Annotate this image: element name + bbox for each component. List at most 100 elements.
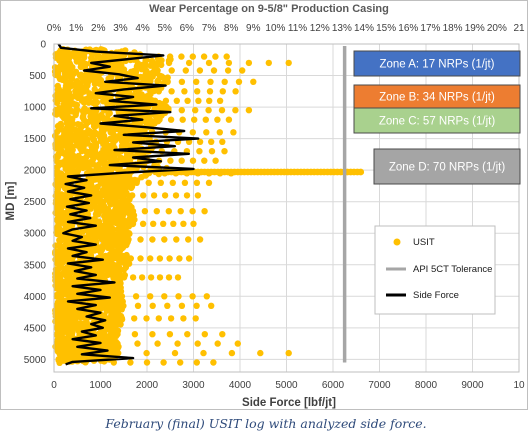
usit-point — [178, 107, 185, 114]
usit-point — [118, 315, 126, 322]
usit-point — [245, 107, 253, 114]
usit-point — [85, 99, 92, 106]
left-tick-label: 0 — [40, 40, 46, 51]
usit-point — [208, 148, 216, 155]
legend-side-force-label: Side Force — [413, 290, 459, 301]
top-tick-label: 4% — [135, 23, 150, 34]
left-tick-label: 4000 — [24, 292, 47, 303]
usit-point — [128, 184, 135, 192]
chart-frame: Wear Percentage on 9-5/8" Production Cas… — [0, 0, 528, 410]
usit-point — [174, 274, 182, 281]
usit-point — [189, 208, 196, 215]
usit-point — [120, 274, 128, 281]
usit-point — [203, 129, 210, 136]
usit-point — [114, 331, 121, 338]
usit-point — [161, 192, 169, 199]
usit-point — [164, 302, 171, 309]
usit-point — [219, 88, 226, 95]
usit-point — [167, 315, 175, 322]
usit-point — [205, 107, 212, 114]
usit-point — [170, 220, 177, 227]
usit-point — [196, 67, 204, 74]
usit-point — [68, 75, 76, 82]
usit-point — [151, 97, 159, 105]
usit-point — [138, 274, 146, 281]
zone-label: Zone B: 34 NRPs (1/jt) — [379, 92, 495, 104]
top-tick-label: 19% — [465, 23, 485, 34]
usit-point — [134, 340, 141, 347]
usit-point — [158, 61, 165, 69]
usit-point — [219, 331, 226, 338]
usit-point — [161, 236, 168, 243]
usit-point — [140, 192, 147, 199]
usit-point — [232, 107, 239, 114]
usit-point — [203, 293, 210, 300]
usit-point — [357, 168, 365, 176]
top-tick-label: 16% — [398, 23, 418, 34]
usit-point — [250, 78, 257, 86]
top-tick-label: 13% — [332, 23, 352, 34]
usit-point — [155, 315, 162, 322]
usit-point — [193, 359, 200, 366]
usit-point — [182, 67, 189, 74]
usit-point — [210, 359, 217, 366]
usit-point — [173, 236, 180, 243]
usit-point — [115, 349, 122, 357]
usit-point — [183, 192, 191, 199]
usit-point — [143, 359, 151, 366]
usit-point — [167, 116, 175, 123]
bottom-axis-ticks: 0 1000 2000 3000 4000 5000 6000 7000 8000 9000 10 — [51, 380, 525, 391]
left-tick-label: 1500 — [24, 134, 47, 145]
left-axis-ticks: 0 500 1000 1500 2000 2500 3000 3500 4000 4500 5000 — [24, 40, 47, 366]
usit-point — [80, 99, 88, 106]
left-tick-label: 1000 — [24, 103, 47, 114]
usit-point — [200, 53, 208, 60]
usit-point — [196, 236, 204, 243]
usit-point — [212, 53, 219, 60]
legend: USIT API 5CT Tolerance Side Force — [374, 225, 496, 315]
top-tick-label: 7% — [202, 23, 217, 34]
left-tick-label: 4500 — [24, 323, 47, 334]
usit-point — [179, 116, 186, 123]
usit-point — [131, 331, 139, 338]
top-tick-label: 10% — [265, 23, 285, 34]
top-axis-ticks: 0% 1% 2% 3% 4% 5% 6% 7% 8% 9% 10% 11% 12% 13% 14% 15% 16… — [47, 23, 525, 34]
usit-point — [206, 88, 214, 95]
usit-point — [145, 179, 152, 186]
usit-point — [114, 340, 121, 347]
usit-point — [178, 302, 186, 309]
usit-point — [172, 192, 180, 199]
usit-point — [208, 302, 215, 309]
usit-point — [216, 129, 223, 136]
usit-point — [200, 349, 207, 357]
usit-point — [86, 94, 93, 102]
usit-point — [219, 138, 226, 145]
usit-point — [171, 349, 179, 357]
usit-point — [194, 88, 201, 95]
usit-point — [150, 220, 157, 227]
bottom-tick-label: 7000 — [368, 380, 391, 391]
usit-point — [134, 302, 142, 309]
usit-point — [167, 157, 174, 164]
usit-point — [154, 67, 161, 74]
usit-point — [168, 67, 175, 74]
usit-point — [193, 302, 200, 309]
usit-point — [185, 255, 193, 262]
usit-point — [149, 236, 156, 243]
zone-label: Zone D: 70 NRPs (1/jt) — [389, 162, 505, 174]
usit-point — [165, 208, 172, 215]
usit-point — [150, 192, 158, 199]
usit-point — [189, 129, 196, 136]
usit-point — [53, 157, 60, 164]
usit-point — [54, 99, 61, 107]
usit-point — [160, 359, 167, 366]
usit-point — [156, 116, 163, 123]
usit-point — [143, 315, 150, 322]
bottom-tick-label: 6000 — [322, 380, 345, 391]
usit-point — [218, 107, 226, 114]
usit-point — [137, 255, 144, 262]
usit-point — [194, 340, 201, 347]
usit-point — [196, 148, 203, 155]
usit-point — [202, 116, 209, 123]
usit-point — [166, 53, 174, 60]
